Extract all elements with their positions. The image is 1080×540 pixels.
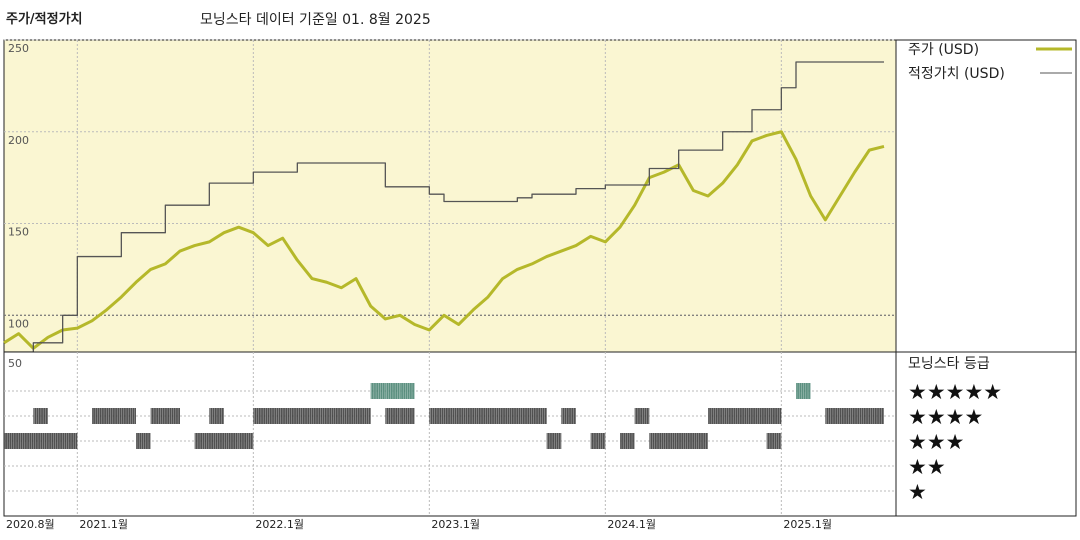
rating-segment-4-stars <box>429 408 547 424</box>
rating-panel-background <box>3 351 897 517</box>
x-tick-label: 2025.1월 <box>783 518 832 531</box>
rating-segment-4-stars <box>209 408 224 424</box>
price-y-tick-label: 150 <box>8 226 29 239</box>
legend-panel <box>895 39 1077 517</box>
rating-segment-4-stars <box>385 408 400 424</box>
rating-segment-4-stars <box>825 408 884 424</box>
rating-bars <box>4 383 884 449</box>
series-lines <box>3 61 885 353</box>
rating-segment-5-stars <box>385 383 400 399</box>
price-y-tick-label: 250 <box>8 42 29 55</box>
chart-title: 주가/적정가치 <box>6 12 83 27</box>
rating-segment-3-stars <box>766 433 782 449</box>
x-tick-label: 2024.1월 <box>607 518 656 531</box>
rating-segment-4-stars <box>150 408 180 424</box>
price-y-tick-label: 100 <box>8 317 29 330</box>
x-tick-label: 2020.8월 <box>6 518 55 531</box>
chart-subtitle: 모닝스타 데이터 기준일 01. 8월 2025 <box>200 12 431 28</box>
price-y-axis: 100 150 200 250 <box>8 42 29 330</box>
price-gridlines <box>4 39 896 352</box>
rating-segment-3-stars <box>546 433 562 449</box>
rating-segment-4-stars <box>708 408 782 424</box>
rating-segment-5-stars <box>400 383 415 399</box>
rating-level-5-stars: ★★★★★ <box>908 380 1002 404</box>
rating-segment-5-stars <box>796 383 811 399</box>
x-tick-label: 2023.1월 <box>431 518 480 531</box>
x-tick-label: 2022.1월 <box>255 518 304 531</box>
price-line <box>3 130 885 350</box>
rating-segment-5-stars <box>370 383 386 399</box>
rating-segment-3-stars <box>136 433 151 449</box>
rating-segment-3-stars <box>649 433 708 449</box>
x-tick-label: 2021.1월 <box>79 518 128 531</box>
rating-segment-4-stars <box>634 408 650 424</box>
rating-level-1-stars: ★ <box>908 480 927 504</box>
rating-segment-3-stars <box>238 433 254 449</box>
rating-segment-4-stars <box>33 408 48 424</box>
rating-segment-3-stars <box>194 433 239 449</box>
x-axis: 2020.8월 2021.1월 2022.1월 2023.1월 2024.1월 2025.… <box>6 518 832 531</box>
rating-segment-4-stars <box>561 408 576 424</box>
rating-level-4-stars: ★★★★ <box>908 405 983 429</box>
rating-segment-3-stars <box>620 433 635 449</box>
rating-segment-4-stars <box>92 408 136 424</box>
rating-panel-title: 모닝스타 등급 <box>908 356 990 372</box>
rating-axis-label: 50 <box>8 357 22 370</box>
fair-value-line <box>4 61 884 353</box>
rating-segment-3-stars <box>590 433 606 449</box>
legend-price-label: 주가 (USD) <box>908 42 979 58</box>
legend-fair-value-label: 적정가치 (USD) <box>908 66 1005 82</box>
price-y-tick-label: 200 <box>8 134 29 147</box>
rating-segment-4-stars <box>253 408 371 424</box>
rating-segment-3-stars <box>4 433 78 449</box>
rating-level-3-stars: ★★★ <box>908 430 964 454</box>
rating-segment-4-stars <box>400 408 415 424</box>
rating-levels: ★★★★★★★★★★★★★★★ <box>908 380 1002 504</box>
price-panel-background <box>3 39 897 353</box>
rating-level-2-stars: ★★ <box>908 455 946 479</box>
